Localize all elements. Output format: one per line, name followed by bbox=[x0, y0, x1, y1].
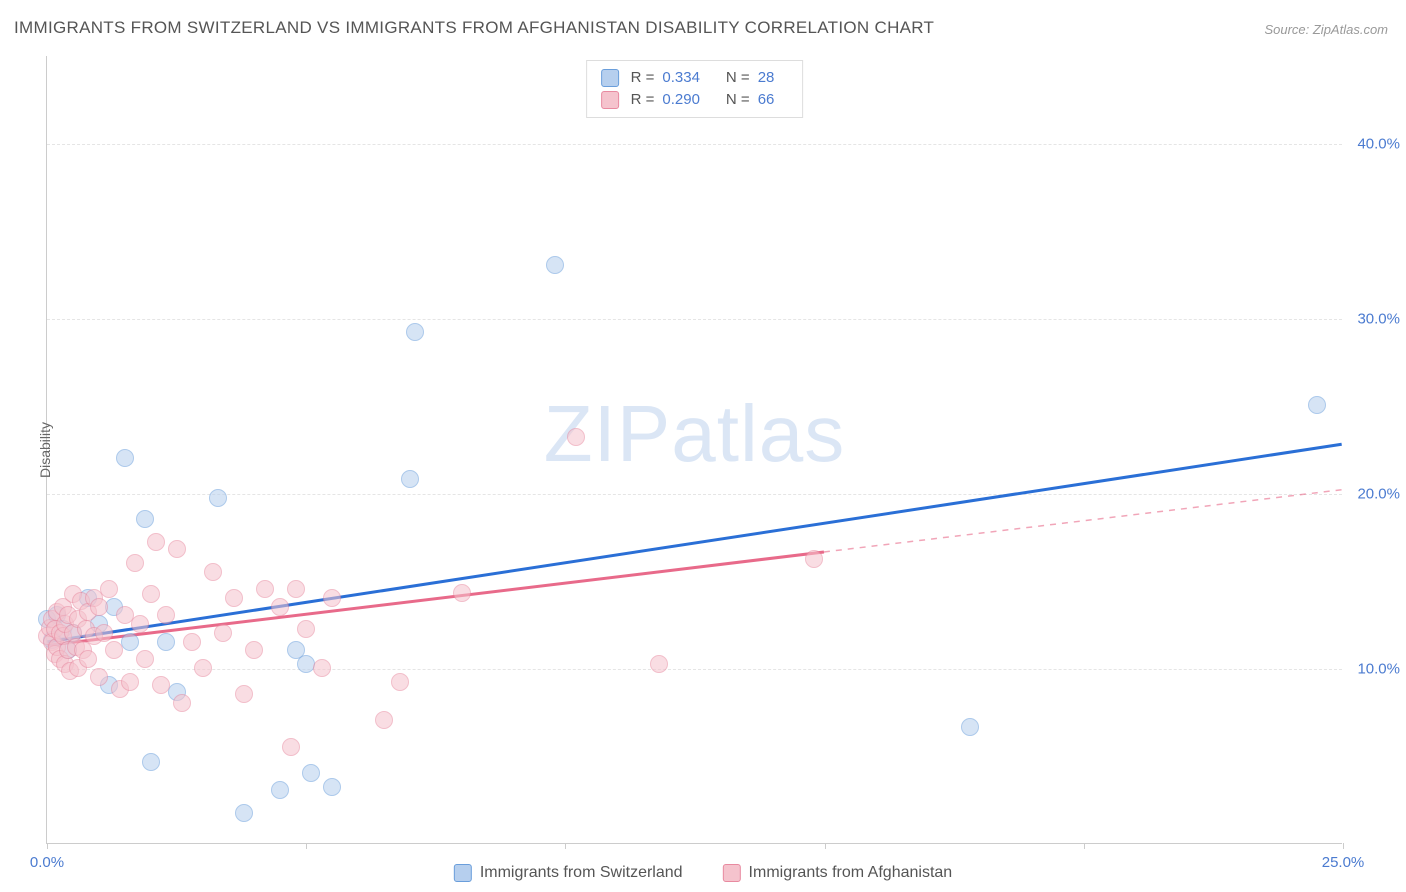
data-point bbox=[323, 589, 341, 607]
data-point bbox=[323, 778, 341, 796]
data-point bbox=[142, 753, 160, 771]
data-point bbox=[126, 554, 144, 572]
data-point bbox=[235, 685, 253, 703]
legend-row-afghanistan: R = 0.290 N = 66 bbox=[601, 89, 789, 111]
chart-title: IMMIGRANTS FROM SWITZERLAND VS IMMIGRANT… bbox=[14, 18, 934, 38]
y-tick-label: 30.0% bbox=[1357, 310, 1400, 327]
r-label: R = bbox=[631, 89, 655, 111]
data-point bbox=[256, 580, 274, 598]
data-point bbox=[95, 624, 113, 642]
n-label: N = bbox=[726, 67, 750, 89]
data-point bbox=[157, 633, 175, 651]
data-point bbox=[567, 428, 585, 446]
r-value-switzerland: 0.334 bbox=[662, 67, 700, 89]
data-point bbox=[297, 620, 315, 638]
data-point bbox=[152, 676, 170, 694]
data-point bbox=[90, 598, 108, 616]
x-tick bbox=[565, 843, 566, 849]
r-label: R = bbox=[631, 67, 655, 89]
data-point bbox=[90, 668, 108, 686]
data-point bbox=[961, 718, 979, 736]
x-tick bbox=[825, 843, 826, 849]
data-point bbox=[650, 655, 668, 673]
data-point bbox=[105, 641, 123, 659]
data-point bbox=[142, 585, 160, 603]
data-point bbox=[245, 641, 263, 659]
data-point bbox=[157, 606, 175, 624]
data-point bbox=[302, 764, 320, 782]
swatch-switzerland bbox=[601, 69, 619, 87]
data-point bbox=[136, 510, 154, 528]
data-point bbox=[287, 580, 305, 598]
data-point bbox=[225, 589, 243, 607]
data-point bbox=[173, 694, 191, 712]
r-value-afghanistan: 0.290 bbox=[662, 89, 700, 111]
data-point bbox=[147, 533, 165, 551]
correlation-legend: R = 0.334 N = 28 R = 0.290 N = 66 bbox=[586, 60, 804, 118]
legend-row-switzerland: R = 0.334 N = 28 bbox=[601, 67, 789, 89]
data-point bbox=[168, 540, 186, 558]
data-point bbox=[401, 470, 419, 488]
data-point bbox=[121, 673, 139, 691]
n-value-switzerland: 28 bbox=[758, 67, 775, 89]
data-point bbox=[282, 738, 300, 756]
data-point bbox=[194, 659, 212, 677]
x-tick bbox=[1084, 843, 1085, 849]
data-point bbox=[313, 659, 331, 677]
data-point bbox=[391, 673, 409, 691]
trend-lines bbox=[47, 56, 1342, 843]
n-label: N = bbox=[726, 89, 750, 111]
data-point bbox=[375, 711, 393, 729]
data-point bbox=[100, 580, 118, 598]
swatch-switzerland bbox=[454, 864, 472, 882]
swatch-afghanistan bbox=[723, 864, 741, 882]
y-axis-label: Disability bbox=[37, 421, 53, 477]
x-tick-label: 0.0% bbox=[30, 854, 64, 871]
data-point bbox=[271, 781, 289, 799]
y-tick-label: 40.0% bbox=[1357, 135, 1400, 152]
swatch-afghanistan bbox=[601, 91, 619, 109]
data-point bbox=[209, 489, 227, 507]
data-point bbox=[131, 615, 149, 633]
series-legend: Immigrants from Switzerland Immigrants f… bbox=[454, 864, 952, 882]
legend-label-afghanistan: Immigrants from Afghanistan bbox=[749, 864, 953, 882]
n-value-afghanistan: 66 bbox=[758, 89, 775, 111]
x-tick bbox=[1343, 843, 1344, 849]
data-point bbox=[79, 650, 97, 668]
data-point bbox=[183, 633, 201, 651]
data-point bbox=[406, 323, 424, 341]
y-tick-label: 20.0% bbox=[1357, 485, 1400, 502]
data-point bbox=[116, 449, 134, 467]
data-point bbox=[805, 550, 823, 568]
y-tick-label: 10.0% bbox=[1357, 660, 1400, 677]
plot-area: ZIPatlas 10.0%20.0%30.0%40.0%0.0%25.0% R… bbox=[46, 56, 1342, 844]
x-tick bbox=[306, 843, 307, 849]
legend-item-switzerland: Immigrants from Switzerland bbox=[454, 864, 683, 882]
data-point bbox=[121, 633, 139, 651]
data-point bbox=[1308, 396, 1326, 414]
data-point bbox=[204, 563, 222, 581]
data-point bbox=[453, 584, 471, 602]
source-attribution: Source: ZipAtlas.com bbox=[1264, 22, 1388, 37]
data-point bbox=[271, 598, 289, 616]
data-point bbox=[136, 650, 154, 668]
data-point bbox=[235, 804, 253, 822]
data-point bbox=[546, 256, 564, 274]
x-tick-label: 25.0% bbox=[1322, 854, 1365, 871]
x-tick bbox=[47, 843, 48, 849]
data-point bbox=[214, 624, 232, 642]
legend-item-afghanistan: Immigrants from Afghanistan bbox=[723, 864, 953, 882]
legend-label-switzerland: Immigrants from Switzerland bbox=[480, 864, 683, 882]
